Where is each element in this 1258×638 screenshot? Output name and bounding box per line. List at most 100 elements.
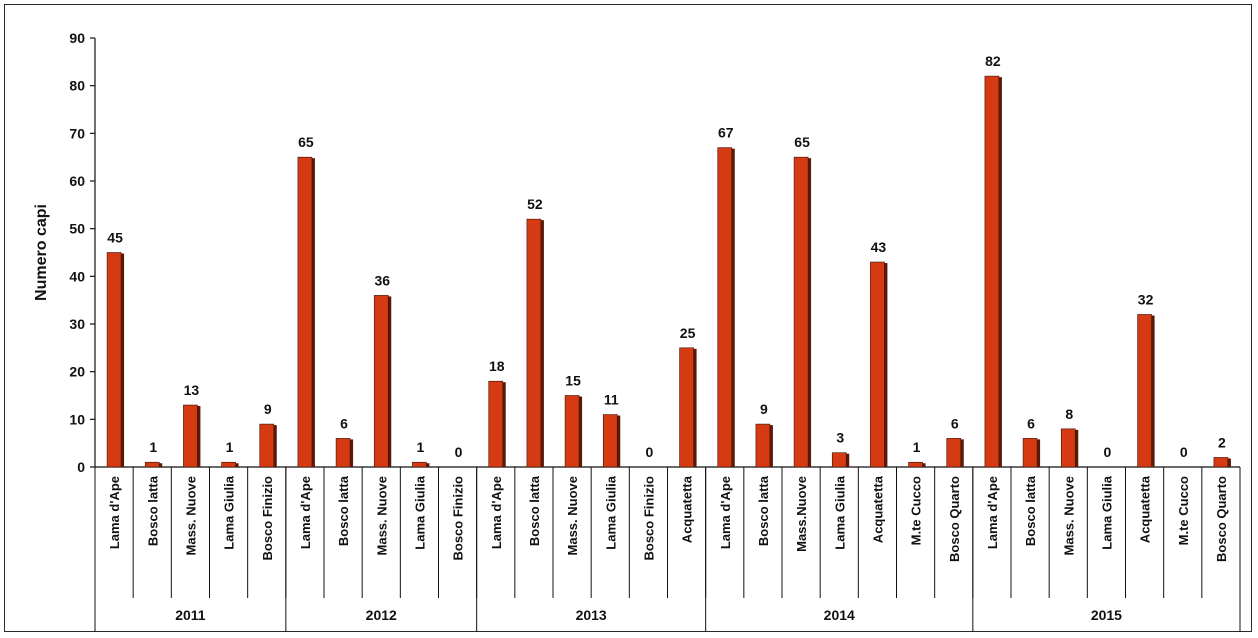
group-label: 2014 xyxy=(824,607,855,623)
bar xyxy=(1022,438,1038,468)
x-tick-label: Mass. Nuove xyxy=(1061,476,1076,555)
bar xyxy=(373,295,389,468)
x-tick-label: Mass. Nuove xyxy=(565,476,580,555)
bar xyxy=(717,147,733,468)
data-label: 6 xyxy=(951,415,959,431)
data-label: 0 xyxy=(646,444,654,460)
x-tick-label: Acquatetta xyxy=(870,475,885,543)
x-tick-label: Lama d'Ape xyxy=(985,476,1000,549)
group-label: 2011 xyxy=(175,607,206,623)
x-tick-label: Lama d'Ape xyxy=(718,476,733,549)
x-tick-label: Lama d'Ape xyxy=(107,476,122,549)
x-tick-label: Lama Giulia xyxy=(832,475,847,549)
data-label: 9 xyxy=(264,401,272,417)
y-tick-label: 30 xyxy=(69,316,85,332)
data-label: 43 xyxy=(871,239,887,255)
x-tick-label: Bosco latta xyxy=(1023,475,1038,546)
x-tick-label: Lama Giulia xyxy=(1099,475,1114,549)
bar xyxy=(679,347,694,468)
y-tick-label: 90 xyxy=(69,30,85,46)
bar xyxy=(602,414,618,468)
x-tick-label: Lama Giulia xyxy=(222,475,237,549)
x-tick-label: Bosco Quarto xyxy=(1214,476,1229,562)
data-label: 82 xyxy=(985,53,1001,69)
data-label: 2 xyxy=(1218,434,1226,450)
data-label: 25 xyxy=(680,325,696,341)
group-label: 2015 xyxy=(1091,607,1122,623)
data-label: 67 xyxy=(718,125,734,141)
bar xyxy=(335,438,351,468)
x-tick-label: Mass. Nuove xyxy=(374,476,389,555)
data-label: 1 xyxy=(913,439,921,455)
bar xyxy=(1137,314,1152,468)
bar xyxy=(526,218,542,468)
data-label: 1 xyxy=(226,439,234,455)
x-tick-label: Mass. Nuove xyxy=(183,476,198,555)
data-label: 1 xyxy=(417,439,425,455)
data-label: 15 xyxy=(565,373,581,389)
y-tick-label: 40 xyxy=(69,268,85,284)
data-label: 0 xyxy=(1180,444,1188,460)
data-label: 3 xyxy=(836,430,844,446)
bar xyxy=(221,461,236,468)
x-tick-label: Bosco latta xyxy=(336,475,351,546)
data-label: 8 xyxy=(1065,406,1073,422)
group-label: 2012 xyxy=(366,607,397,623)
x-tick-label: Bosco Finizio xyxy=(641,476,656,561)
x-tick-label: Bosco Quarto xyxy=(947,476,962,562)
data-label: 0 xyxy=(1104,444,1112,460)
data-label: 52 xyxy=(527,196,543,212)
x-tick-label: Acquatetta xyxy=(680,475,695,543)
group-label: 2013 xyxy=(576,607,607,623)
x-tick-label: Mass.Nuove xyxy=(794,476,809,552)
data-label: 13 xyxy=(184,382,200,398)
data-label: 11 xyxy=(604,392,619,408)
bar xyxy=(297,156,313,468)
bar xyxy=(946,438,962,468)
data-label: 32 xyxy=(1138,291,1154,307)
x-tick-label: Lama Giulia xyxy=(603,475,618,549)
y-axis-title: Numero capi xyxy=(33,204,50,301)
bar xyxy=(259,423,275,468)
chart-frame xyxy=(4,4,1252,632)
y-tick-label: 10 xyxy=(69,411,85,427)
data-label: 45 xyxy=(107,230,123,246)
x-tick-label: Lama Giulia xyxy=(412,475,427,549)
y-tick-label: 0 xyxy=(77,459,85,475)
x-tick-label: M.te Cucco xyxy=(909,476,924,545)
bar xyxy=(144,461,160,468)
bar xyxy=(106,252,122,468)
data-label: 6 xyxy=(1027,415,1035,431)
x-tick-label: Bosco Finizio xyxy=(260,476,275,561)
bar xyxy=(1213,457,1229,468)
bar xyxy=(793,156,809,468)
x-tick-label: Bosco latta xyxy=(145,475,160,546)
bar xyxy=(412,461,427,468)
data-label: 65 xyxy=(794,134,810,150)
bar xyxy=(183,404,198,468)
y-tick-label: 80 xyxy=(69,78,85,94)
y-tick-label: 70 xyxy=(69,125,85,141)
x-tick-label: Lama d'Ape xyxy=(298,476,313,549)
data-label: 1 xyxy=(149,439,157,455)
y-tick-label: 20 xyxy=(69,364,85,380)
y-tick-label: 60 xyxy=(69,173,85,189)
x-tick-label: Bosco latta xyxy=(756,475,771,546)
x-tick-label: Lama d'Ape xyxy=(489,476,504,549)
x-tick-label: Acquatetta xyxy=(1138,475,1153,543)
bar xyxy=(1060,428,1076,468)
data-label: 36 xyxy=(374,272,390,288)
bar xyxy=(870,261,885,468)
data-label: 6 xyxy=(340,415,348,431)
data-label: 9 xyxy=(760,401,768,417)
bar xyxy=(831,452,847,468)
bar xyxy=(984,75,1000,468)
bar xyxy=(488,380,504,468)
y-tick-label: 50 xyxy=(69,221,85,237)
bar xyxy=(755,423,771,468)
bar xyxy=(564,395,580,468)
data-label: 65 xyxy=(298,134,314,150)
x-tick-label: Bosco Finizio xyxy=(451,476,466,561)
data-label: 18 xyxy=(489,358,505,374)
